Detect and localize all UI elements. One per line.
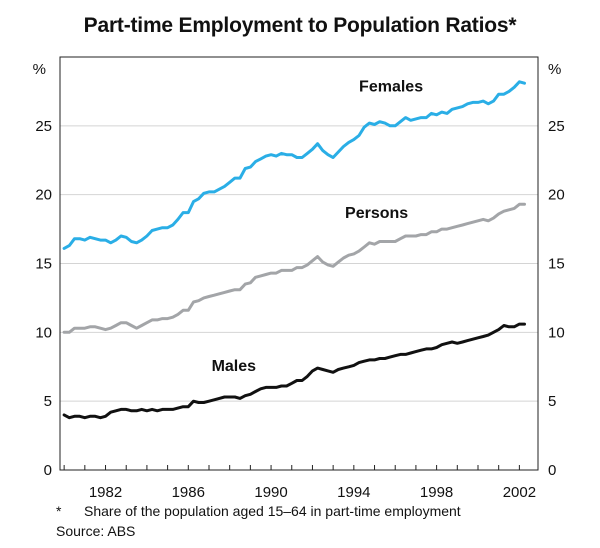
y-unit-left: % (33, 61, 46, 78)
y-tick-left-15: 15 (35, 256, 52, 273)
y-axis-labels: 0 0 5 5 10 10 15 15 20 20 25 25%% (33, 61, 565, 479)
x-tick-label-1986: 1986 (172, 484, 205, 500)
annotation-persons: Persons (345, 205, 408, 222)
x-axis-labels: 1982 1986 1990 1994 1998 2002 (89, 484, 536, 500)
chart-title: Part-time Employment to Population Ratio… (83, 14, 517, 37)
y-tick-right-15: 15 (548, 256, 565, 273)
y-unit-right: % (548, 61, 561, 78)
annotation-females: Females (359, 78, 423, 95)
series-lines (62, 80, 526, 420)
x-tick-label-1990: 1990 (254, 484, 287, 500)
footnote-mark: * (56, 503, 62, 519)
x-tick-label-2002: 2002 (503, 484, 536, 500)
x-axis-ticks (63, 465, 520, 470)
series-line-females (62, 80, 526, 250)
y-tick-left-25: 25 (35, 118, 52, 135)
y-tick-left-20: 20 (35, 187, 52, 204)
annotation-males: Males (212, 358, 257, 375)
footnote-text: Share of the population aged 15–64 in pa… (84, 503, 461, 519)
x-tick-label-1998: 1998 (420, 484, 453, 500)
y-tick-left-5: 5 (44, 393, 52, 410)
footnote: * Share of the population aged 15–64 in p… (56, 503, 461, 519)
series-line-males (62, 322, 526, 420)
series-labels: Females Persons Males (212, 78, 424, 374)
plot-frame (59, 56, 539, 471)
y-tick-left-0: 0 (44, 462, 52, 479)
y-tick-right-0: 0 (548, 462, 556, 479)
y-tick-right-5: 5 (548, 393, 556, 410)
x-tick-label-1994: 1994 (337, 484, 370, 500)
y-tick-left-10: 10 (35, 324, 52, 341)
source-note: Source: ABS (56, 523, 136, 539)
y-tick-right-20: 20 (548, 187, 565, 204)
series-line-persons (62, 202, 526, 334)
y-tick-right-10: 10 (548, 324, 565, 341)
x-tick-label-1982: 1982 (89, 484, 122, 500)
gridlines (60, 125, 538, 402)
y-tick-right-25: 25 (548, 118, 565, 135)
